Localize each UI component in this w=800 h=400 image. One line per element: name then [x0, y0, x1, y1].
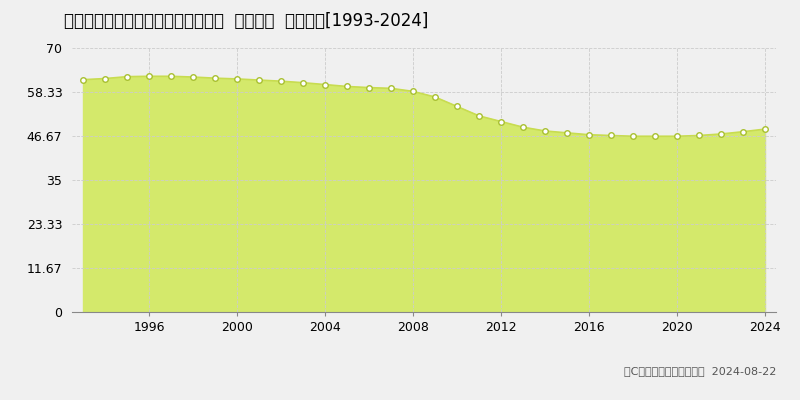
Text: （C）土地価格ドットコム  2024-08-22: （C）土地価格ドットコム 2024-08-22 — [624, 366, 776, 376]
Text: 鹿児島県鹿児島市武３丁目２２番８  地価公示  地価推移[1993-2024]: 鹿児島県鹿児島市武３丁目２２番８ 地価公示 地価推移[1993-2024] — [64, 12, 428, 30]
